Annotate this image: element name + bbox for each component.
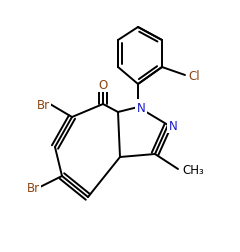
Text: Br: Br [27, 181, 40, 194]
Text: Cl: Cl [188, 69, 200, 82]
Text: O: O [98, 78, 108, 91]
Text: N: N [137, 101, 145, 114]
Text: CH₃: CH₃ [182, 163, 204, 176]
Text: Br: Br [37, 98, 50, 111]
Text: N: N [169, 119, 177, 132]
